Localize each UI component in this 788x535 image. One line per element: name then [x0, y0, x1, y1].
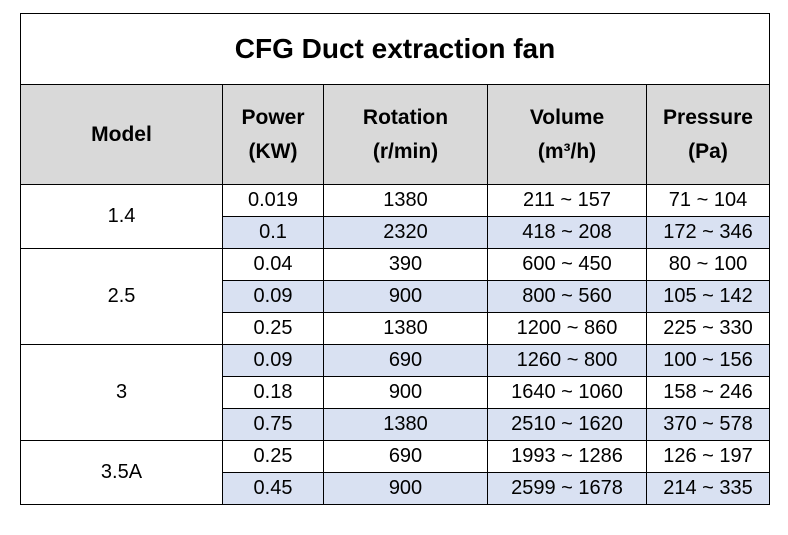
table-row: 0.18 900 1640 ~ 1060 158 ~ 246	[21, 376, 770, 409]
table-row: 0.1 2320 418 ~ 208 172 ~ 346	[21, 216, 770, 249]
pressure-cell: 105 ~ 142	[646, 280, 770, 313]
header-pressure-unit: (Pa)	[688, 139, 728, 163]
pressure-cell: 126 ~ 197	[646, 440, 770, 473]
rotation-cell: 2320	[323, 216, 488, 249]
model-cell: 2.5	[20, 248, 223, 345]
table-row: 1.4 0.019 1380 211 ~ 157 71 ~ 104	[20, 184, 770, 249]
volume-cell: 1200 ~ 860	[487, 312, 647, 345]
power-cell: 0.45	[222, 472, 324, 505]
volume-cell: 1260 ~ 800	[487, 344, 647, 377]
rotation-cell: 900	[323, 472, 488, 505]
model-cell: 3	[20, 344, 223, 441]
model-cell: 3.5A	[20, 440, 223, 505]
pressure-cell: 158 ~ 246	[646, 376, 770, 409]
table-row: 0.25 1380 1200 ~ 860 225 ~ 330	[21, 312, 770, 345]
table-row: 3.5A 0.25 690 1993 ~ 1286 126 ~ 197	[20, 440, 770, 505]
header-pressure: Pressure (Pa)	[646, 84, 770, 185]
rotation-cell: 690	[323, 344, 488, 377]
header-volume: Volume (m³/h)	[487, 84, 647, 185]
volume-cell: 418 ~ 208	[487, 216, 647, 249]
volume-cell: 2599 ~ 1678	[487, 472, 647, 505]
table-row: 0.75 1380 2510 ~ 1620 370 ~ 578	[21, 408, 770, 441]
header-power-label: Power	[241, 105, 305, 129]
power-cell: 0.09	[222, 344, 324, 377]
table-title: CFG Duct extraction fan	[20, 13, 770, 85]
table-row: 3 0.09 690 1260 ~ 800 100 ~ 156	[20, 344, 770, 441]
rotation-cell: 900	[323, 376, 488, 409]
table-row: 0.45 900 2599 ~ 1678 214 ~ 335	[21, 472, 770, 505]
power-cell: 0.019	[222, 184, 324, 217]
rotation-cell: 900	[323, 280, 488, 313]
power-cell: 0.18	[222, 376, 324, 409]
pressure-cell: 225 ~ 330	[646, 312, 770, 345]
model-cell: 1.4	[20, 184, 223, 249]
pressure-cell: 80 ~ 100	[646, 248, 770, 281]
power-cell: 0.75	[222, 408, 324, 441]
pressure-cell: 172 ~ 346	[646, 216, 770, 249]
volume-cell: 1993 ~ 1286	[487, 440, 647, 473]
header-volume-label: Volume	[529, 105, 605, 129]
pressure-cell: 71 ~ 104	[646, 184, 770, 217]
rotation-cell: 1380	[323, 408, 488, 441]
pressure-cell: 370 ~ 578	[646, 408, 770, 441]
rotation-cell: 390	[323, 248, 488, 281]
power-cell: 0.09	[222, 280, 324, 313]
rotation-cell: 690	[323, 440, 488, 473]
table-row: 0.09 900 800 ~ 560 105 ~ 142	[21, 280, 770, 313]
header-rotation: Rotation (r/min)	[323, 84, 488, 185]
pressure-cell: 214 ~ 335	[646, 472, 770, 505]
volume-cell: 2510 ~ 1620	[487, 408, 647, 441]
table-row: 2.5 0.04 390 600 ~ 450 80 ~ 100	[20, 248, 770, 345]
rotation-cell: 1380	[323, 184, 488, 217]
volume-cell: 600 ~ 450	[487, 248, 647, 281]
power-cell: 0.25	[222, 312, 324, 345]
header-volume-unit: (m³/h)	[537, 139, 597, 163]
volume-cell: 211 ~ 157	[487, 184, 647, 217]
header-pressure-label: Pressure	[663, 105, 753, 129]
header-rotation-unit: (r/min)	[372, 139, 439, 163]
power-cell: 0.25	[222, 440, 324, 473]
header-power-unit: (KW)	[248, 139, 298, 163]
header-rotation-label: Rotation	[362, 105, 449, 129]
power-cell: 0.1	[222, 216, 324, 249]
header-model: Model	[20, 84, 223, 185]
header-power: Power (KW)	[222, 84, 324, 185]
rotation-cell: 1380	[323, 312, 488, 345]
volume-cell: 800 ~ 560	[487, 280, 647, 313]
fan-spec-table: CFG Duct extraction fan Model Power (KW)…	[20, 13, 770, 505]
pressure-cell: 100 ~ 156	[646, 344, 770, 377]
power-cell: 0.04	[222, 248, 324, 281]
volume-cell: 1640 ~ 1060	[487, 376, 647, 409]
